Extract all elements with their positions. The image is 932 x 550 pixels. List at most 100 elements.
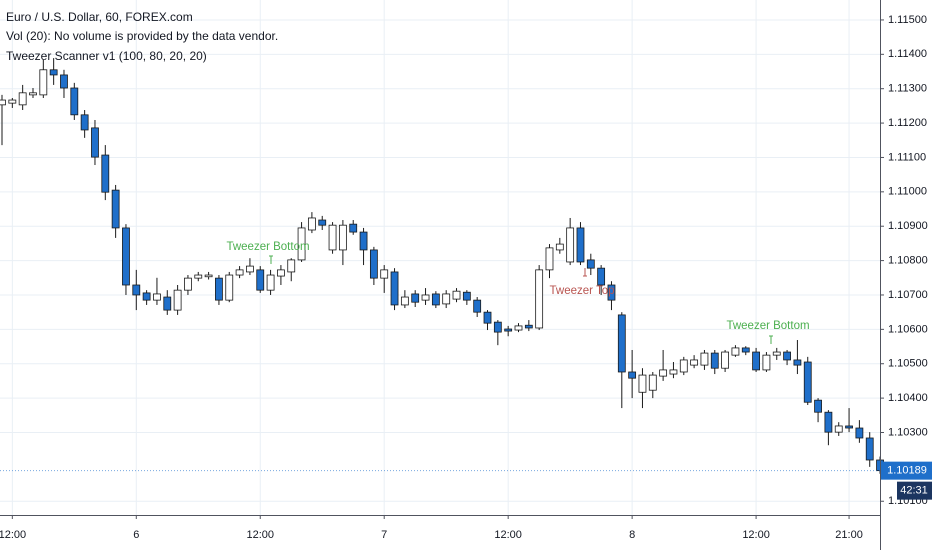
candle-body	[132, 284, 141, 296]
candle-body	[246, 265, 254, 273]
candle-body	[142, 292, 151, 301]
annotation-label: Tweezer Bottom	[226, 241, 309, 253]
y-tick-label: 1.10600	[888, 323, 928, 335]
y-tick-label: 1.11300	[888, 83, 927, 95]
candle-body	[648, 374, 657, 391]
x-tick-label: 8	[629, 529, 635, 541]
candle-body	[0, 99, 6, 106]
candle-body	[194, 274, 203, 279]
candle-body	[256, 269, 265, 291]
candle-body	[462, 291, 471, 301]
y-tick-label: 1.10300	[888, 426, 928, 438]
candle-body	[566, 227, 575, 263]
candle-body	[8, 99, 17, 104]
candle-body	[473, 299, 482, 313]
candle-body	[793, 359, 802, 366]
y-tick-label: 1.11400	[888, 48, 927, 60]
candle-body	[328, 224, 337, 251]
last-price-box	[881, 461, 932, 480]
y-tick-label: 1.10500	[888, 358, 928, 370]
indicator-legend: Tweezer Scanner v1 (100, 80, 20, 20)	[6, 49, 207, 63]
candle-body	[122, 227, 130, 286]
candle-body	[215, 277, 223, 301]
candle-body	[762, 354, 771, 371]
candle-body	[597, 267, 606, 286]
candle-body	[235, 269, 244, 276]
candle-body	[710, 352, 719, 369]
candle-body	[266, 274, 275, 291]
candle-body	[493, 321, 502, 333]
candle-body	[855, 427, 864, 439]
candle-body	[400, 296, 409, 306]
candle-body	[824, 411, 833, 433]
candle-body	[39, 69, 48, 96]
candle-body	[803, 361, 812, 403]
x-tick-label: 7	[381, 529, 387, 541]
candle-body	[60, 74, 68, 89]
candle-body	[163, 296, 172, 311]
candle-body	[411, 293, 420, 303]
x-tick-label: 6	[133, 529, 139, 541]
candle-body	[91, 127, 99, 158]
candle-body	[845, 425, 853, 429]
candle-body	[204, 274, 213, 278]
countdown-label: 42:31	[900, 485, 928, 497]
candle-body	[153, 293, 161, 301]
y-tick-label: 1.10700	[888, 289, 928, 301]
candle-body	[545, 247, 554, 271]
candle-body	[80, 114, 89, 131]
candle-body	[359, 231, 368, 251]
y-tick-label: 1.10400	[888, 392, 928, 404]
annotation-label: Tweezer Top	[550, 285, 615, 297]
candle-body	[659, 369, 668, 377]
y-tick-label: 1.11000	[888, 186, 927, 198]
candle-body	[18, 92, 27, 106]
candle-body	[638, 374, 647, 393]
x-tick-label: 12:00	[246, 529, 274, 541]
candle-body	[338, 224, 347, 251]
candle-body	[555, 243, 564, 251]
x-tick-label: 12:00	[494, 529, 522, 541]
candle-body	[669, 369, 678, 375]
candle-body	[617, 314, 626, 373]
candle-body	[504, 328, 513, 332]
candle-body	[865, 437, 874, 461]
candle-body	[349, 223, 358, 233]
y-tick-label: 1.11100	[888, 151, 926, 163]
candle-body	[431, 293, 440, 306]
candle-body	[297, 227, 306, 261]
candle-body	[442, 293, 451, 305]
y-tick-label: 1.11200	[888, 117, 927, 129]
candle-body	[752, 351, 760, 371]
candle-body	[369, 249, 378, 279]
candle-body	[524, 324, 533, 329]
candle-body	[700, 352, 709, 366]
candle-body	[483, 311, 492, 324]
x-tick-label: 12:00	[742, 529, 770, 541]
candle-body	[783, 351, 791, 361]
candle-body	[690, 359, 699, 366]
candle-body	[390, 271, 399, 306]
y-tick-label: 1.10800	[888, 255, 928, 267]
y-tick-label: 1.10900	[888, 220, 928, 232]
candle-body	[287, 259, 296, 273]
candle-body	[607, 284, 616, 301]
candle-body	[49, 69, 58, 76]
candle-body	[679, 359, 688, 373]
candle-body	[225, 274, 234, 301]
candle-body	[628, 371, 637, 379]
candle-body	[452, 290, 461, 300]
candle-body	[29, 92, 37, 96]
candle-body	[721, 351, 729, 369]
x-tick-label: 21:00	[835, 529, 863, 541]
candle-body	[318, 219, 327, 226]
candle-body	[834, 425, 843, 433]
candle-body	[101, 154, 110, 193]
candle-body	[535, 269, 544, 329]
candle-body	[586, 259, 595, 269]
candle-body	[277, 269, 285, 277]
candle-body	[111, 189, 120, 229]
candle-body	[380, 269, 389, 279]
